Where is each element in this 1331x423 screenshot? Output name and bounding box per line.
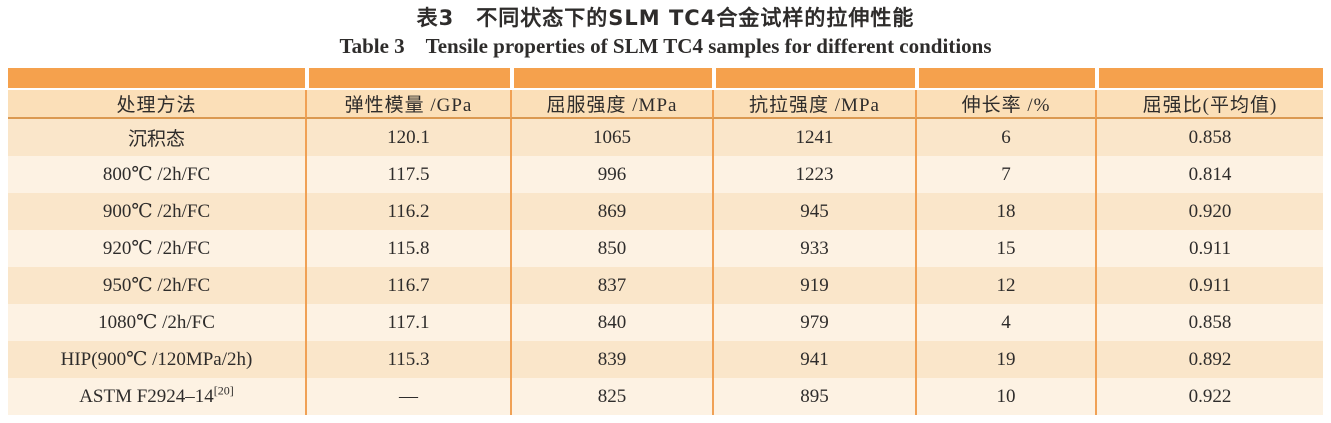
cell-modulus: 120.1 (305, 119, 510, 156)
cell-yield-ratio: 0.911 (1095, 230, 1323, 267)
table-top-band (8, 68, 1323, 90)
cell-yield-strength: 869 (510, 193, 712, 230)
header-row: 处理方法 弹性模量 /GPa 屈服强度 /MPa 抗拉强度 /MPa 伸长率 /… (8, 90, 1323, 119)
column-header-tensile-strength: 抗拉强度 /MPa (712, 90, 915, 119)
cell-method: 920℃ /2h/FC (8, 230, 305, 267)
cell-tensile-strength: 941 (712, 341, 915, 378)
table-title-chinese: 表3 不同状态下的SLM TC4合金试样的拉伸性能 (416, 6, 915, 30)
cell-tensile-strength: 945 (712, 193, 915, 230)
tensile-properties-table: 处理方法 弹性模量 /GPa 屈服强度 /MPa 抗拉强度 /MPa 伸长率 /… (8, 68, 1323, 415)
cell-elongation: 12 (915, 267, 1095, 304)
cell-yield-strength: 996 (510, 156, 712, 193)
table-caption: 表3 不同状态下的SLM TC4合金试样的拉伸性能 Table 3 Tensil… (0, 0, 1331, 60)
reference-superscript: [20] (213, 383, 234, 398)
cell-yield-strength: 840 (510, 304, 712, 341)
cell-tensile-strength: 895 (712, 378, 915, 415)
band-cell (305, 68, 510, 90)
cell-yield-strength: 825 (510, 378, 712, 415)
method-text: 800℃ /2h/FC (102, 164, 211, 185)
method-text: 950℃ /2h/FC (102, 275, 211, 296)
cell-modulus: 117.1 (305, 304, 510, 341)
cell-tensile-strength: 1241 (712, 119, 915, 156)
cell-modulus: 115.3 (305, 341, 510, 378)
table-row: HIP(900℃ /120MPa/2h) 115.3 839 941 19 0.… (8, 341, 1323, 378)
cell-elongation: 15 (915, 230, 1095, 267)
cell-tensile-strength: 979 (712, 304, 915, 341)
cell-method: 800℃ /2h/FC (8, 156, 305, 193)
column-header-method: 处理方法 (8, 90, 305, 119)
cell-modulus: 116.7 (305, 267, 510, 304)
cell-yield-strength: 837 (510, 267, 712, 304)
cell-yield-ratio: 0.911 (1095, 267, 1323, 304)
band-cell (915, 68, 1095, 90)
cell-yield-ratio: 0.858 (1095, 304, 1323, 341)
method-text: 900℃ /2h/FC (102, 201, 211, 222)
column-header-elongation: 伸长率 /% (915, 90, 1095, 119)
table-row: ASTM F2924–14[20] — 825 895 10 0.922 (8, 378, 1323, 415)
cell-method: ASTM F2924–14[20] (8, 378, 305, 415)
cell-yield-ratio: 0.814 (1095, 156, 1323, 193)
cell-method: 沉积态 (8, 119, 305, 156)
cell-yield-ratio: 0.922 (1095, 378, 1323, 415)
cell-method: 1080℃ /2h/FC (8, 304, 305, 341)
band-cell (1095, 68, 1323, 90)
cell-method: HIP(900℃ /120MPa/2h) (8, 341, 305, 378)
cell-modulus: 117.5 (305, 156, 510, 193)
cell-elongation: 18 (915, 193, 1095, 230)
band-cell (510, 68, 712, 90)
band-cell (712, 68, 915, 90)
cell-elongation: 10 (915, 378, 1095, 415)
column-header-modulus: 弹性模量 /GPa (305, 90, 510, 119)
cell-modulus: — (305, 378, 510, 415)
cell-elongation: 6 (915, 119, 1095, 156)
cell-tensile-strength: 933 (712, 230, 915, 267)
cell-elongation: 7 (915, 156, 1095, 193)
table-row: 900℃ /2h/FC 116.2 869 945 18 0.920 (8, 193, 1323, 230)
cell-method: 900℃ /2h/FC (8, 193, 305, 230)
table-title-english: Table 3 Tensile properties of SLM TC4 sa… (339, 34, 992, 58)
band-cell (8, 68, 305, 90)
cell-yield-strength: 1065 (510, 119, 712, 156)
table-row: 800℃ /2h/FC 117.5 996 1223 7 0.814 (8, 156, 1323, 193)
cell-modulus: 115.8 (305, 230, 510, 267)
cell-tensile-strength: 1223 (712, 156, 915, 193)
method-text: 920℃ /2h/FC (102, 238, 211, 259)
cell-yield-ratio: 0.920 (1095, 193, 1323, 230)
method-text: 1080℃ /2h/FC (98, 312, 215, 333)
cell-tensile-strength: 919 (712, 267, 915, 304)
method-text: ASTM F2924–14 (79, 385, 214, 407)
cell-modulus: 116.2 (305, 193, 510, 230)
cell-yield-ratio: 0.892 (1095, 341, 1323, 378)
table-row: 950℃ /2h/FC 116.7 837 919 12 0.911 (8, 267, 1323, 304)
cell-yield-strength: 839 (510, 341, 712, 378)
table-row: 920℃ /2h/FC 115.8 850 933 15 0.911 (8, 230, 1323, 267)
column-header-yield-ratio: 屈强比(平均值) (1095, 90, 1323, 119)
cell-yield-strength: 850 (510, 230, 712, 267)
table-row: 沉积态 120.1 1065 1241 6 0.858 (8, 119, 1323, 156)
method-text: HIP(900℃ /120MPa/2h) (60, 349, 253, 370)
cell-method: 950℃ /2h/FC (8, 267, 305, 304)
table-row: 1080℃ /2h/FC 117.1 840 979 4 0.858 (8, 304, 1323, 341)
method-text: 沉积态 (127, 129, 185, 150)
cell-elongation: 4 (915, 304, 1095, 341)
cell-yield-ratio: 0.858 (1095, 119, 1323, 156)
column-header-yield-strength: 屈服强度 /MPa (510, 90, 712, 119)
cell-elongation: 19 (915, 341, 1095, 378)
